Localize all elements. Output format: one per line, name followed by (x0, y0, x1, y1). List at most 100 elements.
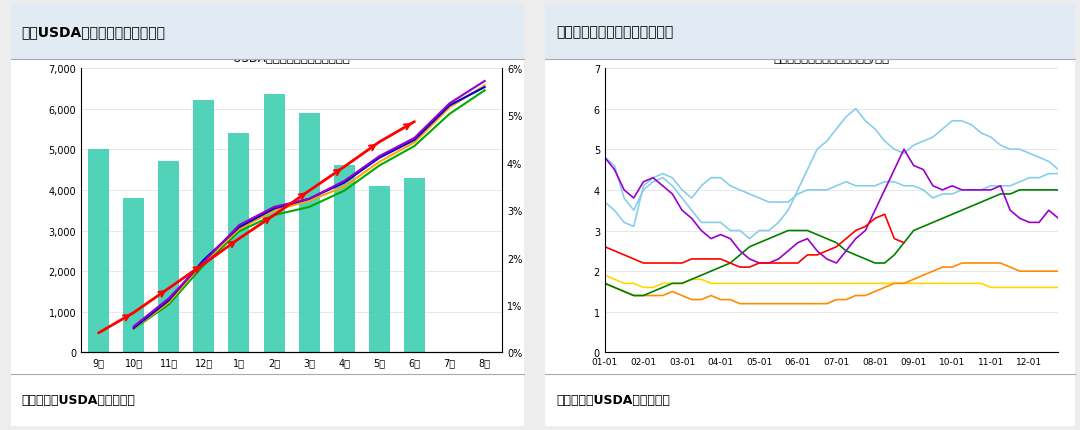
2023 (1023, 220, 1036, 225)
2023 (927, 184, 940, 189)
2023 (772, 257, 785, 262)
2019 (657, 281, 670, 286)
2022 (772, 220, 785, 225)
2022 (868, 127, 881, 132)
2020 (888, 281, 901, 286)
2022 (753, 228, 766, 233)
2024 (598, 245, 611, 250)
2024 (888, 237, 901, 242)
2024 (878, 212, 891, 217)
Text: 图：USDA公布美豆月度累计压榨: 图：USDA公布美豆月度累计压榨 (22, 25, 165, 39)
2018 (714, 176, 727, 181)
2022 (1052, 168, 1065, 173)
2021 (801, 228, 814, 233)
2022 (637, 188, 650, 193)
2022 (627, 208, 640, 213)
2024 (627, 257, 640, 262)
2019 (811, 281, 824, 286)
2020 (1023, 269, 1036, 274)
2019 (821, 281, 834, 286)
2022 (907, 143, 920, 148)
2021 (1042, 188, 1055, 193)
2023 (792, 240, 805, 246)
2022 (743, 237, 756, 242)
2021 (743, 245, 756, 250)
2020 (647, 293, 660, 298)
2022 (608, 163, 621, 169)
2019 (694, 277, 707, 282)
2023 (936, 188, 949, 193)
2021 (753, 240, 766, 246)
2023 (714, 233, 727, 238)
2024 (897, 240, 910, 246)
2021 (994, 192, 1007, 197)
2023 (675, 208, 688, 213)
2020 (829, 297, 842, 302)
2022 (966, 123, 978, 128)
2020 (743, 301, 756, 307)
Line: 2024: 2024 (605, 215, 904, 267)
2023 (657, 184, 670, 189)
2018 (1052, 172, 1065, 177)
2022 (975, 131, 988, 136)
2023 (859, 228, 872, 233)
2022 (946, 119, 959, 124)
2018 (956, 188, 969, 193)
2019 (975, 281, 988, 286)
Bar (89, 150, 109, 353)
Bar (334, 166, 354, 353)
2022 (657, 176, 670, 181)
2022 (849, 107, 862, 112)
2021 (829, 240, 842, 246)
2019 (733, 281, 746, 286)
2023 (994, 184, 1007, 189)
2020 (1032, 269, 1045, 274)
2018 (966, 188, 978, 193)
2024 (733, 265, 746, 270)
2018 (772, 200, 785, 205)
2021 (1013, 188, 1026, 193)
2022 (762, 228, 775, 233)
2019 (637, 285, 650, 290)
2018 (733, 188, 746, 193)
2024 (772, 261, 785, 266)
2019 (1003, 285, 1016, 290)
2020 (753, 301, 766, 307)
2018 (666, 176, 679, 181)
2018 (878, 180, 891, 185)
2023 (598, 155, 611, 160)
2021 (792, 228, 805, 233)
2018 (608, 208, 621, 213)
2023 (839, 249, 852, 254)
2021 (657, 285, 670, 290)
2023 (868, 208, 881, 213)
2024 (849, 228, 862, 233)
2021 (888, 253, 901, 258)
2020 (984, 261, 997, 266)
2024 (714, 257, 727, 262)
2018 (675, 188, 688, 193)
2019 (1032, 285, 1045, 290)
2022 (647, 180, 660, 185)
2018 (917, 188, 930, 193)
2023 (647, 176, 660, 181)
2020 (859, 293, 872, 298)
Bar (229, 134, 249, 353)
2023 (966, 188, 978, 193)
2020 (657, 293, 670, 298)
2023 (956, 188, 969, 193)
2018 (724, 184, 737, 189)
2020 (849, 293, 862, 298)
2020 (694, 297, 707, 302)
2023 (821, 257, 834, 262)
2022 (1023, 151, 1036, 157)
2018 (829, 184, 842, 189)
2018 (907, 184, 920, 189)
2020 (821, 301, 834, 307)
2021 (647, 289, 660, 295)
2023 (1003, 208, 1016, 213)
Bar (193, 101, 214, 353)
Title: USDA大豆月度累计压榨（万吨）: USDA大豆月度累计压榨（万吨） (233, 52, 350, 65)
2020 (608, 285, 621, 290)
2020 (1052, 269, 1065, 274)
